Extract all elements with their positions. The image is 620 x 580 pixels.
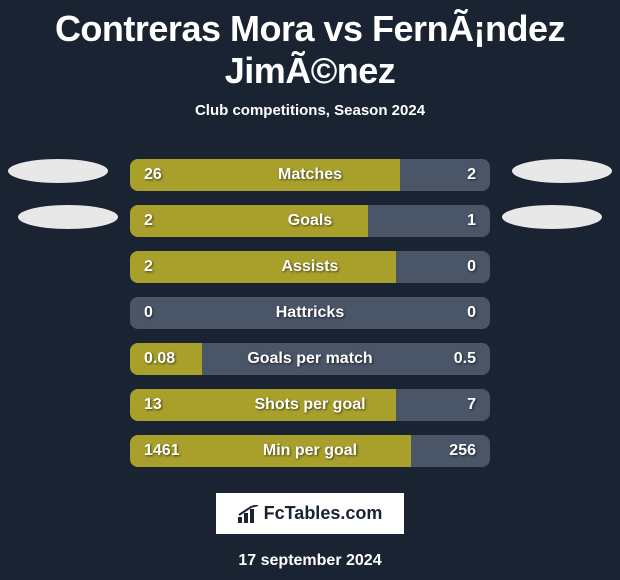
stat-bar: 0.08 0.5 Goals per match	[130, 343, 490, 375]
stat-value-left: 0	[144, 304, 153, 322]
stat-bar-right	[400, 159, 490, 191]
stat-value-left: 2	[144, 258, 153, 276]
stat-row: 2 1 Goals	[0, 205, 620, 237]
stat-label: Goals per match	[247, 350, 372, 368]
stat-value-left: 1461	[144, 442, 180, 460]
stat-bar-left	[130, 251, 396, 283]
stat-label: Shots per goal	[254, 396, 365, 414]
subtitle: Club competitions, Season 2024	[195, 102, 425, 119]
stat-label: Hattricks	[276, 304, 344, 322]
stat-row: 0.08 0.5 Goals per match	[0, 343, 620, 375]
stat-value-right: 0	[467, 258, 476, 276]
stat-value-left: 2	[144, 212, 153, 230]
stat-value-left: 13	[144, 396, 162, 414]
stat-bar: 13 7 Shots per goal	[130, 389, 490, 421]
stat-value-right: 2	[467, 166, 476, 184]
footer-date: 17 september 2024	[238, 552, 381, 570]
stat-row: 0 0 Hattricks	[0, 297, 620, 329]
stat-row: 26 2 Matches	[0, 159, 620, 191]
stat-value-left: 26	[144, 166, 162, 184]
stat-bar: 0 0 Hattricks	[130, 297, 490, 329]
stat-row: 1461 256 Min per goal	[0, 435, 620, 467]
stat-bar: 26 2 Matches	[130, 159, 490, 191]
stat-bar: 1461 256 Min per goal	[130, 435, 490, 467]
stat-label: Min per goal	[263, 442, 357, 460]
stat-rows: 26 2 Matches 2 1 Goals 2 0 Assists 0 0 Hattricks 0.0…	[0, 159, 620, 467]
stat-row: 2 0 Assists	[0, 251, 620, 283]
stat-value-right: 0	[467, 304, 476, 322]
stat-value-right: 7	[467, 396, 476, 414]
page-title: Contreras Mora vs FernÃ¡ndez JimÃ©nez	[0, 8, 620, 92]
stat-value-left: 0.08	[144, 350, 175, 368]
chart-icon	[238, 505, 260, 523]
stat-label: Matches	[278, 166, 342, 184]
stat-bar-left	[130, 159, 400, 191]
stat-bar: 2 1 Goals	[130, 205, 490, 237]
stat-value-right: 256	[449, 442, 476, 460]
stat-row: 13 7 Shots per goal	[0, 389, 620, 421]
stat-label: Assists	[282, 258, 339, 276]
stat-value-right: 1	[467, 212, 476, 230]
stat-bar: 2 0 Assists	[130, 251, 490, 283]
stats-container: 26 2 Matches 2 1 Goals 2 0 Assists 0 0 Hattricks 0.0…	[0, 159, 620, 467]
stat-value-right: 0.5	[454, 350, 476, 368]
brand-label: FcTables.com	[264, 503, 383, 524]
stat-label: Goals	[288, 212, 332, 230]
brand-badge: FcTables.com	[216, 493, 405, 534]
